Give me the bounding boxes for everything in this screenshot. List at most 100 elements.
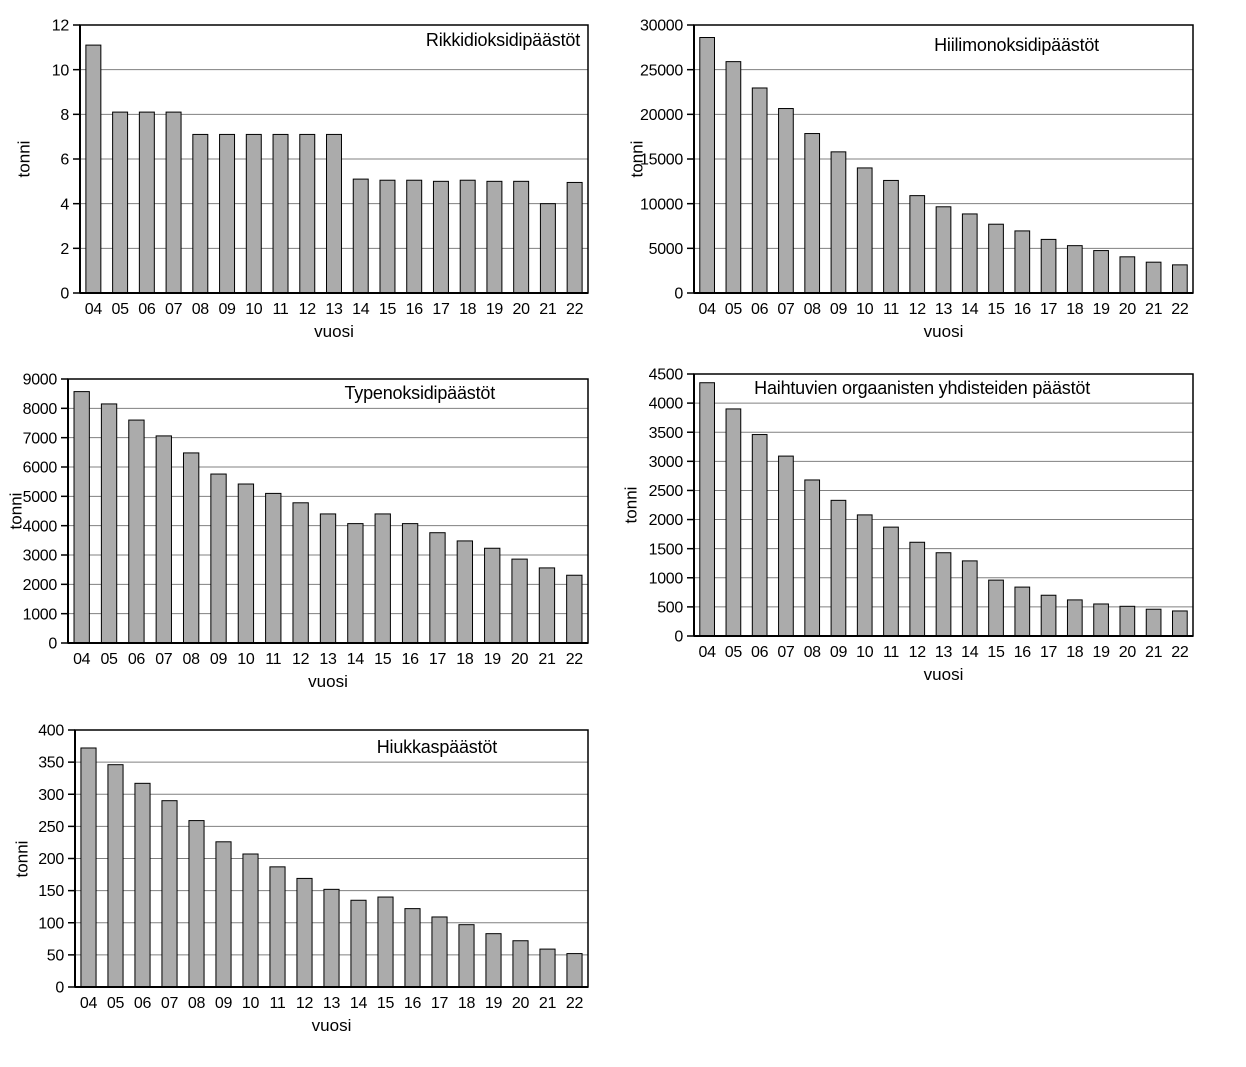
x-tick-label: 18 bbox=[456, 651, 474, 668]
bar bbox=[1119, 256, 1136, 294]
bar bbox=[699, 382, 715, 637]
bar bbox=[192, 133, 209, 294]
bar bbox=[188, 820, 205, 988]
y-tick-label: 1000 bbox=[23, 606, 58, 623]
x-tick-label: 14 bbox=[961, 644, 979, 661]
bar bbox=[856, 514, 873, 637]
x-tick-label: 12 bbox=[909, 301, 927, 318]
x-tick-label: 05 bbox=[107, 995, 125, 1012]
bar bbox=[459, 179, 476, 294]
x-tick-label: 09 bbox=[830, 644, 848, 661]
plot-area: 0 5000 10000 15000 20000 25000 30000 04 05 06 07 08… bbox=[640, 18, 1194, 318]
bar bbox=[379, 179, 396, 294]
y-tick-label: 4 bbox=[60, 196, 69, 213]
x-tick-label: 14 bbox=[352, 301, 370, 318]
x-tick-label: 14 bbox=[347, 651, 365, 668]
bar bbox=[1066, 599, 1083, 637]
x-tick-label: 07 bbox=[777, 644, 795, 661]
x-tick-label: 19 bbox=[485, 995, 503, 1012]
x-tick-label: 06 bbox=[751, 301, 769, 318]
x-tick-label: 15 bbox=[987, 301, 1005, 318]
x-tick-label: 22 bbox=[566, 301, 584, 318]
x-tick-label: 18 bbox=[458, 995, 476, 1012]
y-tick-label: 5000 bbox=[23, 489, 58, 506]
y-tick-label: 7000 bbox=[23, 430, 58, 447]
bar bbox=[1119, 605, 1136, 637]
x-tick-label: 06 bbox=[138, 301, 156, 318]
x-tick-label: 08 bbox=[183, 651, 201, 668]
y-tick-label: 350 bbox=[38, 755, 64, 772]
x-tick-label: 05 bbox=[725, 301, 743, 318]
bar bbox=[778, 455, 794, 637]
bar bbox=[935, 552, 952, 637]
x-tick-label: 07 bbox=[155, 651, 173, 668]
bar bbox=[566, 574, 583, 644]
x-tick-label: 10 bbox=[856, 644, 874, 661]
x-tick-label: 09 bbox=[830, 301, 848, 318]
x-tick-label: 16 bbox=[402, 651, 420, 668]
chart-hiukkaspaastot: 0 50 100 150 200 250 300 350 400 04 05 06 07 08 09 10 11… bbox=[0, 710, 620, 1067]
bar bbox=[485, 933, 502, 988]
x-tick-label: 08 bbox=[188, 995, 206, 1012]
bar bbox=[323, 888, 340, 988]
y-tick-label: 0 bbox=[48, 636, 57, 653]
y-tick-label: 50 bbox=[47, 947, 65, 964]
bar bbox=[513, 180, 530, 294]
bar bbox=[511, 558, 528, 644]
x-axis-title: vuosi bbox=[314, 322, 354, 341]
y-tick-label: 2 bbox=[60, 241, 69, 258]
bar bbox=[128, 419, 145, 644]
x-tick-label: 20 bbox=[511, 651, 529, 668]
y-axis-title: tonni bbox=[621, 486, 641, 524]
bar bbox=[161, 800, 178, 988]
y-axis-title: tonni bbox=[14, 140, 34, 178]
x-tick-label: 11 bbox=[273, 301, 289, 318]
x-tick-label: 22 bbox=[1171, 301, 1189, 318]
bar bbox=[566, 181, 583, 294]
bar bbox=[165, 111, 182, 294]
x-tick-label: 04 bbox=[73, 651, 91, 668]
bar bbox=[725, 61, 742, 294]
x-tick-label: 07 bbox=[161, 995, 179, 1012]
x-tick-label: 20 bbox=[1119, 301, 1137, 318]
y-tick-label: 250 bbox=[38, 819, 64, 836]
bar bbox=[804, 479, 821, 637]
plot-area: 0 500 1000 1500 2000 2500 3000 3500 4000 4500 04 05… bbox=[649, 367, 1194, 661]
bar bbox=[245, 133, 262, 294]
y-tick-label: 0 bbox=[674, 286, 683, 303]
bar bbox=[1093, 250, 1109, 294]
x-tick-label: 15 bbox=[374, 651, 392, 668]
bar bbox=[347, 523, 364, 644]
bar bbox=[265, 492, 282, 644]
bar bbox=[85, 44, 102, 294]
x-tick-label: 16 bbox=[1014, 644, 1032, 661]
y-tick-label: 10 bbox=[52, 62, 70, 79]
bar bbox=[804, 133, 821, 294]
bar bbox=[352, 178, 369, 294]
chart-typenoksidipaastot: 0 1000 2000 3000 4000 5000 6000 7000 8000 9000 04 0… bbox=[0, 360, 620, 710]
bar bbox=[935, 206, 952, 294]
bar bbox=[401, 523, 419, 644]
x-tick-label: 11 bbox=[269, 995, 285, 1012]
x-tick-label: 06 bbox=[134, 995, 152, 1012]
x-tick-label: 20 bbox=[1119, 644, 1137, 661]
x-tick-label: 04 bbox=[699, 301, 717, 318]
x-tick-label: 21 bbox=[1145, 301, 1163, 318]
bar bbox=[350, 899, 367, 988]
y-tick-label: 400 bbox=[38, 723, 64, 740]
x-tick-label: 04 bbox=[80, 995, 98, 1012]
y-tick-label: 2000 bbox=[23, 577, 58, 594]
bar bbox=[319, 513, 337, 644]
x-tick-label: 19 bbox=[484, 651, 502, 668]
bar bbox=[725, 408, 742, 637]
x-tick-label: 21 bbox=[539, 995, 557, 1012]
bar bbox=[1014, 230, 1031, 294]
x-tick-label: 22 bbox=[1171, 644, 1189, 661]
x-axis-title: vuosi bbox=[923, 322, 964, 341]
x-tick-label: 15 bbox=[987, 644, 1005, 661]
bar bbox=[1040, 238, 1057, 294]
bar bbox=[1145, 608, 1162, 637]
bar bbox=[1172, 264, 1188, 294]
y-tick-label: 10000 bbox=[640, 196, 683, 213]
bar bbox=[242, 853, 259, 988]
